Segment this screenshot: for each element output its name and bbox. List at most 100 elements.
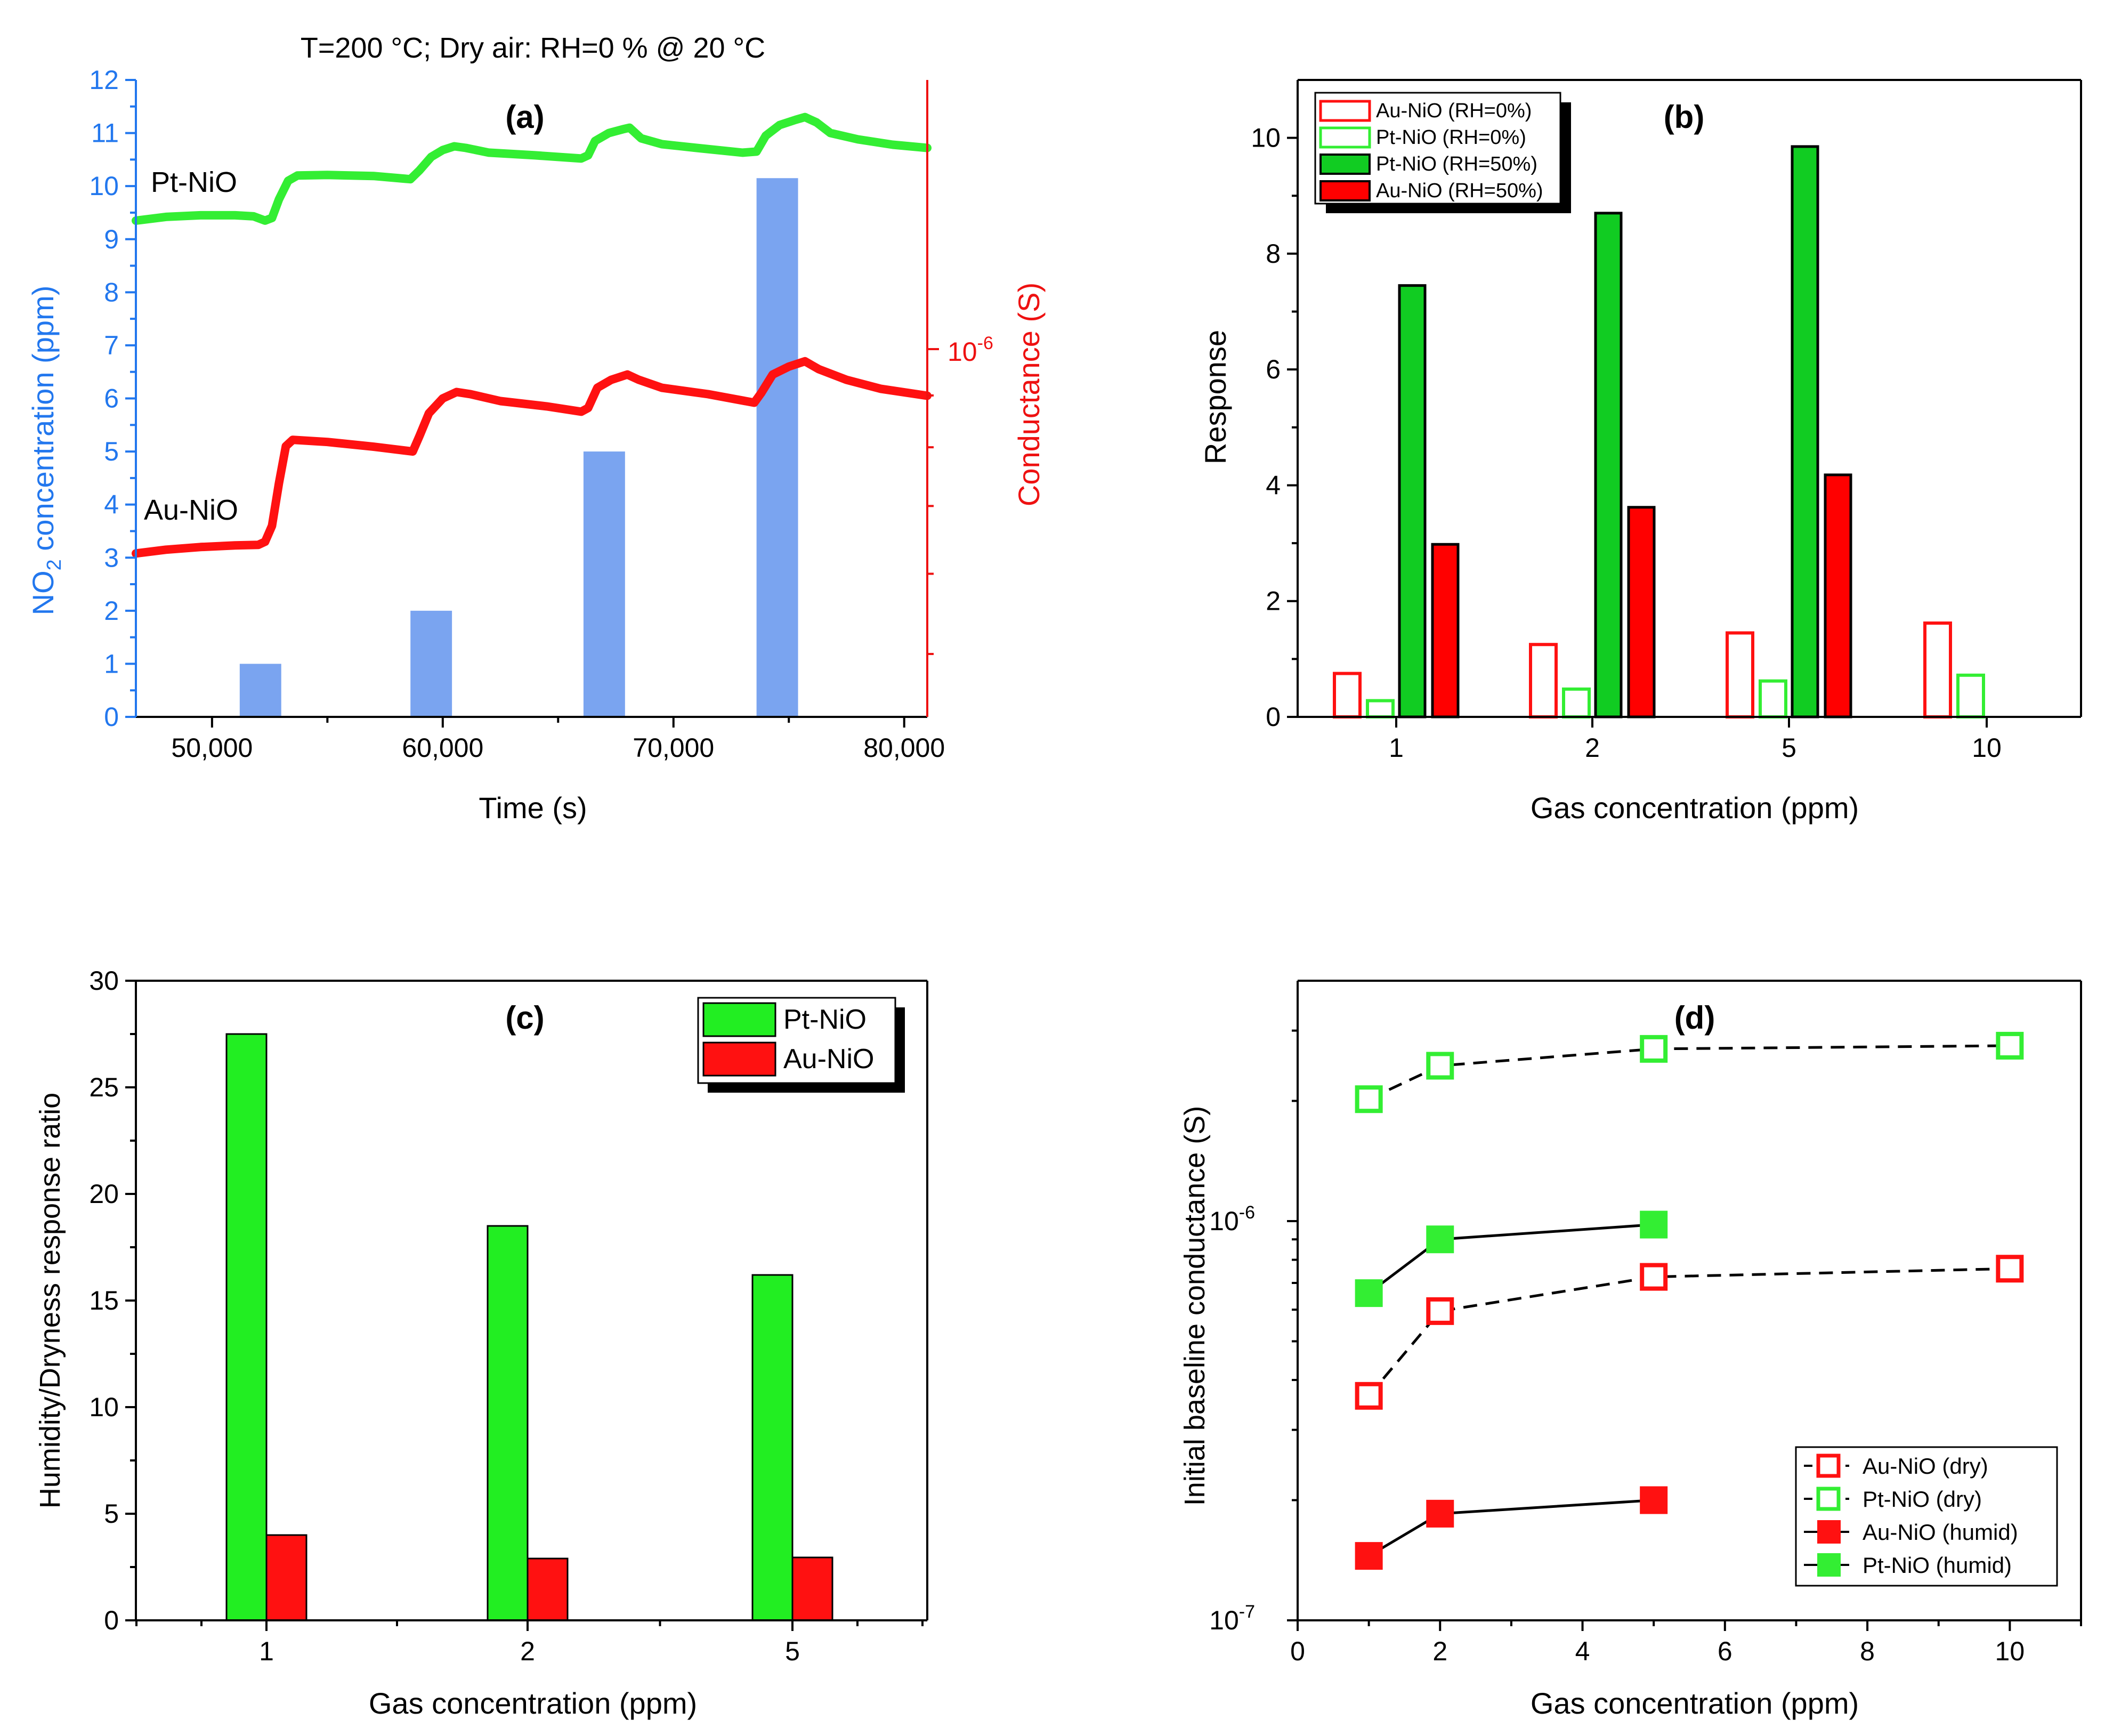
panel-b-xlabel: Gas concentration (ppm) — [1531, 791, 1859, 825]
panel-a-y-tick-label: 0 — [104, 702, 119, 732]
panel-c-label: (c) — [505, 1000, 544, 1036]
panel-b-y-tick-label: 10 — [1251, 123, 1281, 153]
panel-b-y-tick-label: 6 — [1266, 354, 1281, 384]
panel-a-y-tick-label: 1 — [104, 649, 119, 679]
panel-b-legend-label: Au-NiO (RH=50%) — [1376, 180, 1543, 202]
panel-a: T=200 °C; Dry air: RH=0 % @ 20 °C (a) Ti… — [26, 32, 1046, 825]
panel-a-title: T=200 °C; Dry air: RH=0 % @ 20 °C — [301, 32, 765, 64]
panel-d-label: (d) — [1674, 1000, 1715, 1036]
response-bar — [1824, 473, 1852, 718]
no2-pulse-bar — [583, 451, 625, 717]
series-marker — [1355, 1085, 1383, 1113]
response-bar — [1791, 145, 1819, 718]
panel-b-x-tick-label: 10 — [1972, 733, 2002, 763]
panel-a-y-tick-label: 12 — [89, 65, 119, 95]
response-bar — [1923, 621, 1952, 718]
panel-d-legend-marker — [1816, 1454, 1841, 1478]
response-bar — [1956, 673, 1985, 719]
panel-c-ylabel: Humidity/Dryness response ratio — [34, 1093, 66, 1508]
panel-a-y-tick-label: 9 — [104, 224, 119, 254]
series-marker — [1640, 1263, 1668, 1291]
panel-c-y-tick-label: 15 — [89, 1286, 119, 1315]
panel-c-xlabel: Gas concentration (ppm) — [369, 1686, 697, 1720]
response-bar — [1398, 284, 1427, 718]
panel-b-y-tick-label: 2 — [1266, 586, 1281, 616]
series-marker — [1640, 1210, 1668, 1239]
panel-d-legend-marker — [1817, 1520, 1841, 1544]
panel-a-ylabel-left-rest: concentration (ppm) — [26, 286, 60, 560]
panel-b-x-tick-label: 2 — [1585, 733, 1600, 763]
series-marker — [1996, 1031, 2024, 1060]
panel-a-y-tick-label: 5 — [104, 437, 119, 466]
no2-pulse-bar — [756, 178, 798, 717]
panel-d-legend-label: Au-NiO (dry) — [1863, 1454, 1988, 1479]
series-marker — [1426, 1297, 1454, 1325]
panel-a-right-tick-label: 10-6 — [948, 333, 993, 367]
panel-d-x-tick-label: 0 — [1290, 1636, 1305, 1666]
response-bar — [1529, 643, 1558, 719]
panel-d-y-tick-label: 10-7 — [1209, 1602, 1255, 1635]
response-bar — [1366, 699, 1395, 718]
panel-a-x-tick-label: 60,000 — [402, 733, 483, 763]
panel-d-ylabel: Initial baseline conductance (S) — [1179, 1106, 1211, 1506]
panel-d-legend-label: Pt-NiO (dry) — [1863, 1487, 1982, 1512]
panel-b-legend-label: Pt-NiO (RH=50%) — [1376, 153, 1537, 175]
panel-d-legend-marker — [1816, 1487, 1841, 1511]
panel-a-ylabel-right: Conductance (S) — [1012, 282, 1046, 506]
panel-b-y-tick-label: 4 — [1266, 470, 1281, 500]
panel-b-legend-swatch — [1319, 154, 1371, 175]
panel-d-x-tick-label: 10 — [1995, 1636, 2025, 1666]
panel-b-legend-swatch — [1319, 126, 1371, 149]
panel-c-legend-swatch — [702, 1041, 776, 1077]
panel-c-legend-label: Au-NiO — [783, 1044, 874, 1075]
response-bar — [1562, 687, 1591, 718]
panel-c-x-tick-label: 1 — [259, 1636, 274, 1666]
no2-pulse-bar — [410, 610, 452, 717]
panel-b-legend-swatch — [1319, 100, 1371, 122]
panel-d-legend-label: Au-NiO (humid) — [1863, 1520, 2018, 1545]
panel-b-ylabel: Response — [1199, 330, 1232, 464]
response-bar — [1431, 543, 1460, 718]
response-bar — [1627, 506, 1656, 718]
panel-d-y-tick-exp: -6 — [1239, 1202, 1255, 1223]
panel-c-y-tick-label: 25 — [89, 1072, 119, 1102]
series-marker — [1640, 1035, 1668, 1063]
panel-b-y-tick-label: 0 — [1266, 702, 1281, 732]
panel-c-y-tick-label: 0 — [104, 1605, 119, 1635]
series-marker — [1426, 1225, 1454, 1254]
panel-a-x-tick-label: 70,000 — [633, 733, 714, 763]
panel-b: (b) Gas concentration (ppm) Response 0 2 4… — [1199, 79, 2082, 825]
panel-a-ylabel-left-sub: 2 — [43, 559, 66, 570]
series-marker — [1355, 1382, 1383, 1410]
series-marker — [1355, 1542, 1383, 1570]
panel-b-label: (b) — [1664, 99, 1705, 135]
panel-a-y-tick-label: 10 — [89, 171, 119, 201]
panel-c-x-tick-label: 5 — [785, 1636, 800, 1666]
response-bar — [1594, 212, 1623, 718]
ratio-bar — [791, 1556, 833, 1621]
panel-a-right-tick-exp: -6 — [977, 333, 993, 353]
panel-a-ylabel-left-main: NO — [26, 570, 60, 615]
ratio-bar — [527, 1557, 569, 1621]
panel-c-legend-swatch — [702, 1002, 776, 1037]
panel-a-series-label-au: Au-NiO — [144, 494, 238, 526]
panel-a-x-tick-label: 50,000 — [171, 733, 253, 763]
panel-a-label: (a) — [505, 99, 544, 135]
panel-d-legend-label: Pt-NiO (humid) — [1863, 1553, 2012, 1578]
panel-b-x-tick-label: 1 — [1389, 733, 1404, 763]
panel-b-legend-label: Pt-NiO (RH=0%) — [1376, 126, 1526, 149]
panel-c-y-tick-label: 30 — [89, 966, 119, 996]
panel-d-x-tick-label: 6 — [1718, 1636, 1732, 1666]
series-line — [1368, 1044, 2010, 1101]
ratio-bar — [751, 1274, 794, 1621]
response-bar — [1333, 672, 1362, 718]
panel-d-y-tick-label: 10-6 — [1209, 1202, 1255, 1236]
panel-a-y-tick-label: 8 — [104, 277, 119, 307]
panel-a-y-tick-label: 6 — [104, 384, 119, 414]
panel-d-x-tick-label: 4 — [1575, 1636, 1590, 1666]
panel-a-y-tick-label: 2 — [104, 596, 119, 626]
panel-b-legend-swatch — [1319, 180, 1371, 201]
ratio-bar — [487, 1225, 529, 1621]
panel-c-y-tick-label: 20 — [89, 1179, 119, 1209]
